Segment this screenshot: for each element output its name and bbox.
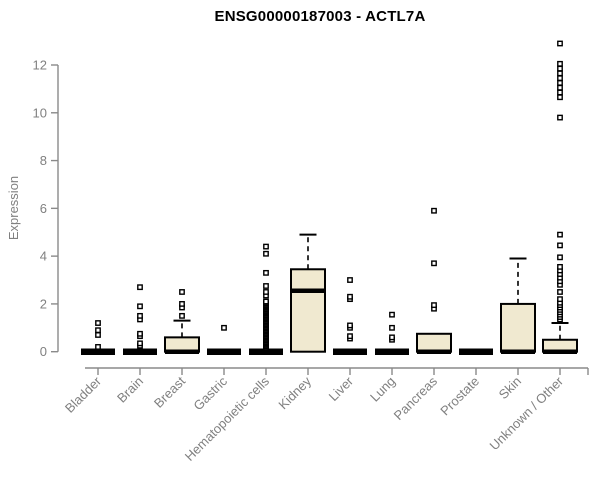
boxplot-lung — [375, 311, 409, 355]
x-axis-label-brain: Brain — [114, 374, 146, 406]
outlier-point — [137, 303, 143, 310]
boxplot-bladder — [81, 320, 115, 355]
outlier-point — [263, 243, 269, 250]
outlier-point — [557, 89, 563, 96]
y-axis-tick-label: 4 — [40, 249, 47, 264]
outlier-point — [95, 344, 101, 350]
boxplot-skin — [500, 257, 536, 354]
boxplot-gastric — [207, 324, 241, 355]
outlier-point — [95, 332, 101, 338]
outlier-point — [557, 263, 563, 270]
outlier-point — [263, 298, 269, 305]
chart-title: ENSG00000187003 - ACTL7A — [214, 8, 426, 25]
outlier-point — [557, 65, 563, 72]
outlier-point — [263, 283, 269, 289]
x-axis-label-liver: Liver — [326, 373, 357, 404]
outlier-point — [557, 114, 563, 121]
outlier-point — [389, 324, 395, 331]
box-rect — [500, 302, 536, 353]
outlier-point — [137, 284, 143, 291]
outlier-point — [557, 60, 563, 67]
y-axis-tick-label: 12 — [33, 58, 47, 73]
outlier-point — [557, 242, 563, 249]
boxplot-hematopoietic-cells — [249, 243, 283, 355]
outlier-point — [431, 260, 437, 267]
outlier-point — [557, 80, 563, 86]
boxplot-pancreas — [416, 207, 452, 354]
outlier-point — [137, 312, 143, 319]
x-axis-label-kidney: Kidney — [275, 373, 314, 412]
outlier-point — [263, 289, 269, 295]
outlier-point — [431, 207, 437, 214]
outlier-point — [221, 324, 227, 331]
boxplot-unknown-other — [542, 40, 578, 354]
x-axis-label-breast: Breast — [151, 373, 188, 410]
boxplot-liver — [333, 277, 367, 355]
outlier-point — [347, 333, 353, 340]
outlier-point — [557, 84, 563, 91]
x-axis-label-bladder: Bladder — [62, 373, 105, 416]
boxplot-brain — [123, 284, 157, 355]
x-axis-label-pancreas: Pancreas — [391, 373, 441, 423]
box-rect — [290, 268, 326, 353]
x-axis-label-gastric: Gastric — [190, 373, 230, 413]
outlier-point — [95, 320, 101, 326]
y-axis-tick-label: 0 — [40, 344, 47, 359]
outlier-point — [347, 293, 353, 300]
outlier-point — [431, 302, 437, 309]
x-axis-label-skin: Skin — [496, 374, 524, 402]
outlier-point — [137, 340, 143, 347]
outlier-point — [347, 277, 353, 283]
outlier-point — [557, 231, 563, 238]
outlier-point — [179, 301, 185, 307]
outlier-point — [179, 289, 185, 295]
outlier-point — [557, 75, 563, 82]
outlier-point — [137, 330, 143, 337]
outlier-point — [557, 296, 563, 303]
boxplot-kidney — [290, 233, 326, 353]
x-axis-label-prostate: Prostate — [437, 374, 482, 419]
outlier-point — [347, 322, 353, 329]
x-axis-label-lung: Lung — [367, 374, 398, 405]
boxplot-breast — [164, 289, 200, 354]
outlier-point — [389, 311, 395, 318]
outlier-point — [557, 40, 563, 47]
y-axis-tick-label: 8 — [40, 153, 47, 168]
y-axis-tick-label: 10 — [33, 105, 47, 120]
outlier-point — [263, 269, 269, 276]
outlier-point — [263, 250, 269, 257]
outlier-point — [557, 94, 563, 101]
y-axis-tick-label: 2 — [40, 296, 47, 311]
outlier-point — [389, 334, 395, 341]
outlier-point — [179, 312, 185, 319]
x-axis-label-unknown-other: Unknown / Other — [487, 373, 567, 453]
outlier-point — [557, 70, 563, 77]
outlier-point — [95, 327, 101, 334]
outlier-point — [557, 254, 563, 261]
y-axis-label: Expression — [6, 175, 21, 241]
outlier-point — [557, 289, 563, 295]
y-axis-tick-label: 6 — [40, 201, 47, 216]
box-rect — [416, 332, 452, 353]
